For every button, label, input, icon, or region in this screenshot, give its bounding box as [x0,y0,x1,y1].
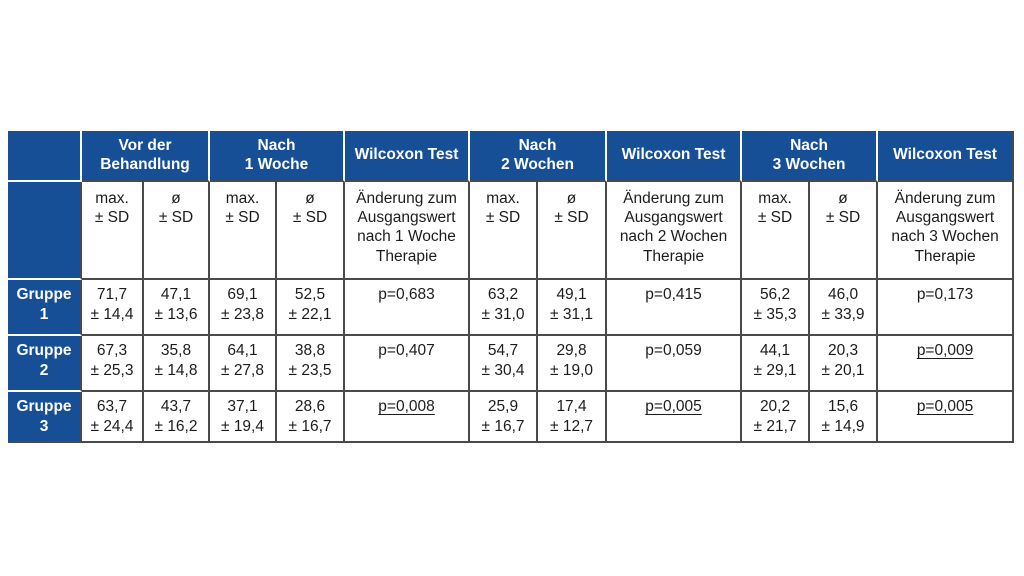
stat-cell: 52,5 ± 22,1 [277,280,346,336]
p-value-cell: p=0,005 [878,392,1015,443]
header-row-groups: Vor der Behandlung Nach 1 Woche Wilcoxon… [8,131,1015,182]
p-value-cell: p=0,407 [345,336,471,392]
p-value: p=0,173 [916,286,974,303]
stat-cell: 35,8 ± 14,8 [144,336,210,392]
subheader-mean-sd: ø ± SD [810,182,879,280]
stat-cell: 37,1 ± 19,4 [210,392,277,443]
stat-cell: 63,7 ± 24,4 [82,392,144,443]
p-value-cell: p=0,008 [345,392,471,443]
stat-cell: 56,2 ± 35,3 [742,280,811,336]
group-header-wilcoxon-1: Wilcoxon Test [345,131,471,182]
group-header-nach-3-wochen: Nach 3 Wochen [742,131,879,182]
p-value-cell: p=0,415 [607,280,743,336]
p-value-cell: p=0,005 [607,392,743,443]
p-value-cell: p=0,059 [607,336,743,392]
p-value: p=0,009 [916,342,974,359]
stat-cell: 49,1 ± 31,1 [538,280,608,336]
stat-cell: 69,1 ± 23,8 [210,280,277,336]
group-header-wilcoxon-2: Wilcoxon Test [607,131,743,182]
subheader-wilcoxon-description-3: Änderung zum Ausgangswert nach 3 Wochen … [878,182,1015,280]
subheader-max-sd: max. ± SD [470,182,539,280]
p-value: p=0,005 [916,398,974,415]
stat-cell: 28,6 ± 16,7 [277,392,346,443]
stat-cell: 20,3 ± 20,1 [810,336,879,392]
p-value-cell: p=0,009 [878,336,1015,392]
p-value-cell: p=0,173 [878,280,1015,336]
group-header-nach-2-wochen: Nach 2 Wochen [470,131,608,182]
subheader-max-sd: max. ± SD [742,182,811,280]
stat-cell: 44,1 ± 29,1 [742,336,811,392]
subheader-wilcoxon-description-1: Änderung zum Ausgangswert nach 1 Woche T… [345,182,471,280]
stat-cell: 71,7 ± 14,4 [82,280,144,336]
subheader-wilcoxon-description-2: Änderung zum Ausgangswert nach 2 Wochen … [607,182,743,280]
p-value: p=0,059 [645,342,702,359]
blank-label-cell [8,182,82,280]
stat-cell: 15,6 ± 14,9 [810,392,879,443]
p-value: p=0,683 [378,286,435,303]
stat-cell: 47,1 ± 13,6 [144,280,210,336]
p-value-cell: p=0,683 [345,280,471,336]
group-label-gruppe-1: Gruppe 1 [8,280,82,336]
clinical-results-table: Vor der Behandlung Nach 1 Woche Wilcoxon… [8,131,1015,443]
table-row-gruppe-3: Gruppe 3 63,7 ± 24,4 43,7 ± 16,2 37,1 ± … [8,392,1015,443]
subheader-mean-sd: ø ± SD [277,182,346,280]
stat-cell: 63,2 ± 31,0 [470,280,539,336]
subheader-max-sd: max. ± SD [82,182,144,280]
p-value: p=0,008 [378,398,435,415]
p-value: p=0,005 [645,398,702,415]
stat-cell: 67,3 ± 25,3 [82,336,144,392]
p-value: p=0,415 [645,286,702,303]
stat-cell: 54,7 ± 30,4 [470,336,539,392]
stat-cell: 43,7 ± 16,2 [144,392,210,443]
stat-cell: 20,2 ± 21,7 [742,392,811,443]
table-row-gruppe-2: Gruppe 2 67,3 ± 25,3 35,8 ± 14,8 64,1 ± … [8,336,1015,392]
table-row-gruppe-1: Gruppe 1 71,7 ± 14,4 47,1 ± 13,6 69,1 ± … [8,280,1015,336]
group-label-gruppe-3: Gruppe 3 [8,392,82,443]
header-row-subheaders: max. ± SD ø ± SD max. ± SD ø ± SD Änderu… [8,182,1015,280]
subheader-mean-sd: ø ± SD [144,182,210,280]
group-label-gruppe-2: Gruppe 2 [8,336,82,392]
p-value: p=0,407 [378,342,435,359]
stat-cell: 25,9 ± 16,7 [470,392,539,443]
subheader-mean-sd: ø ± SD [538,182,608,280]
subheader-max-sd: max. ± SD [210,182,277,280]
group-header-wilcoxon-3: Wilcoxon Test [878,131,1015,182]
group-header-nach-1-woche: Nach 1 Woche [210,131,346,182]
stat-cell: 46,0 ± 33,9 [810,280,879,336]
group-header-vor-der-behandlung: Vor der Behandlung [82,131,210,182]
stat-cell: 17,4 ± 12,7 [538,392,608,443]
stat-cell: 38,8 ± 23,5 [277,336,346,392]
stat-cell: 64,1 ± 27,8 [210,336,277,392]
stat-cell: 29,8 ± 19,0 [538,336,608,392]
corner-cell [8,131,82,182]
